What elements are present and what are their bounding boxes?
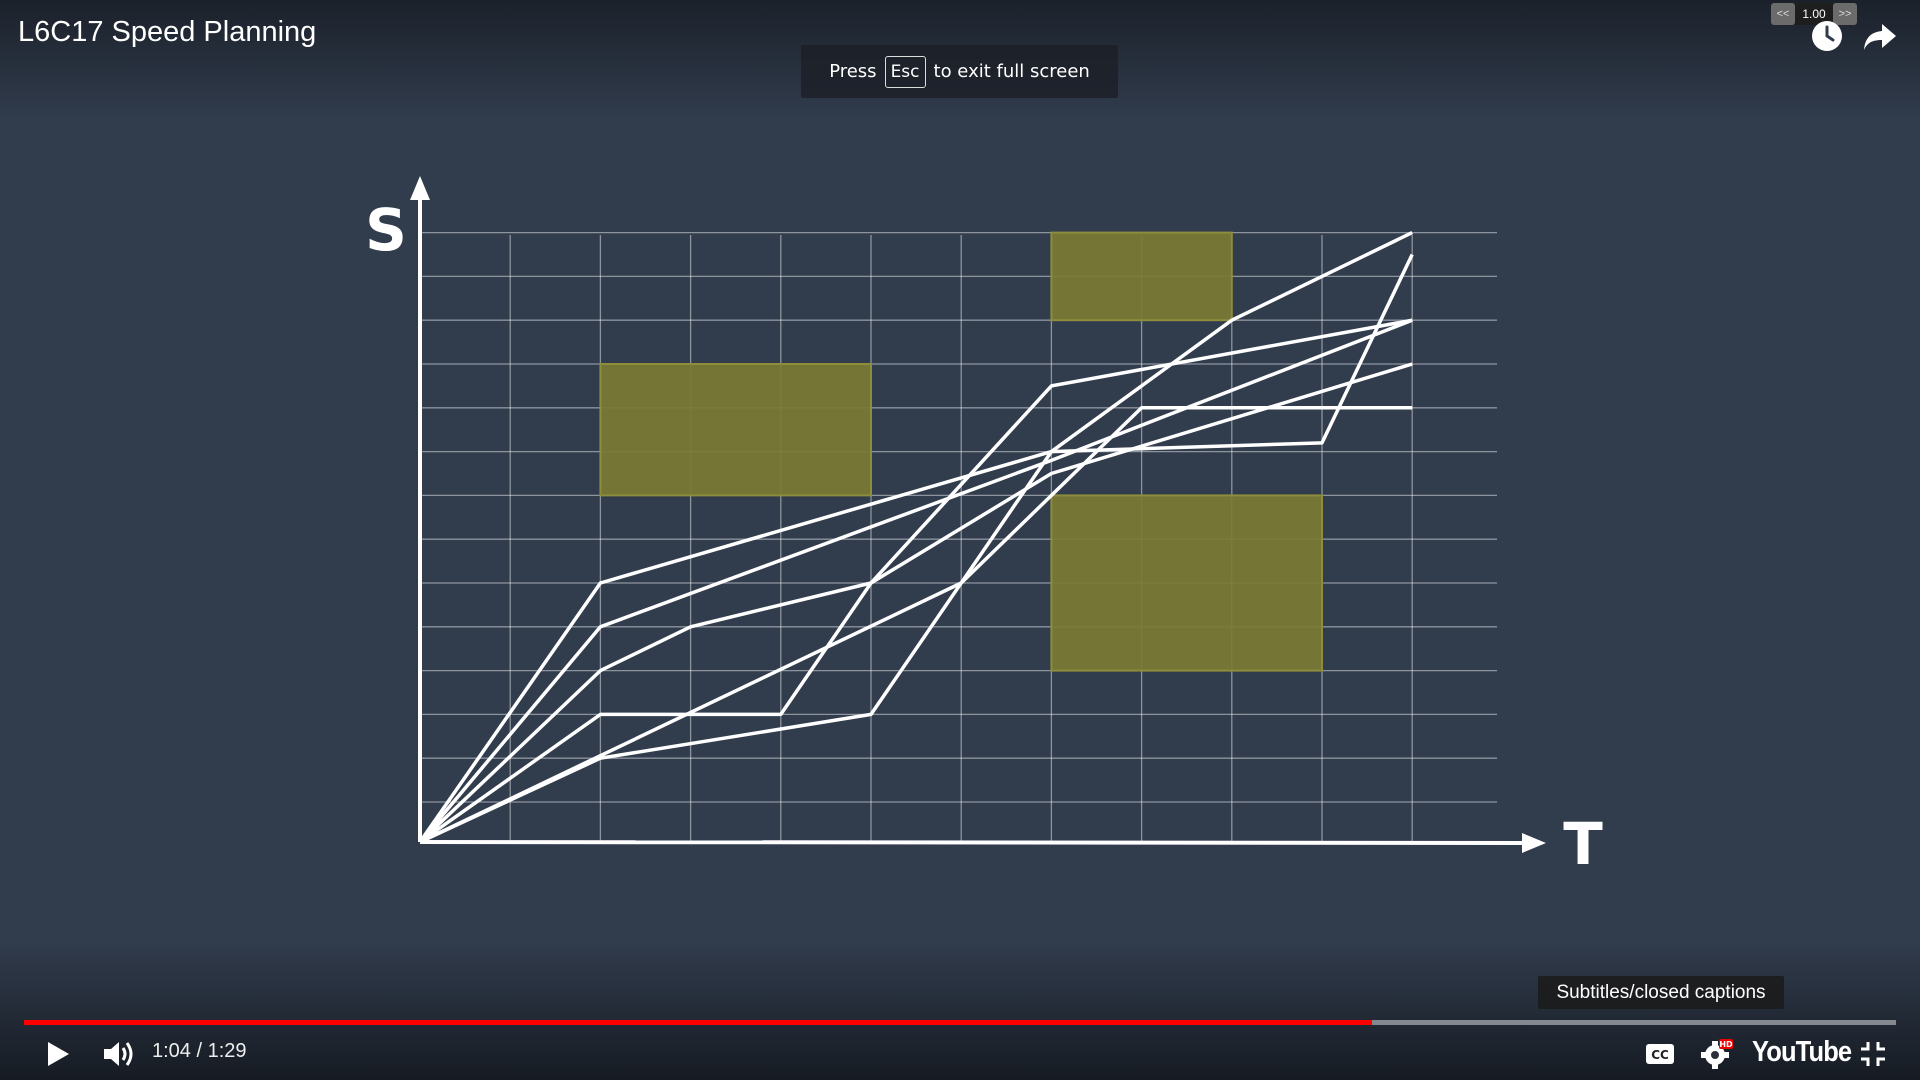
captions-tooltip: Subtitles/closed captions (1538, 976, 1784, 1009)
notice-prefix: Press (829, 61, 877, 82)
time-display: 1:04 / 1:29 (152, 1040, 247, 1062)
obstacle-region (1050, 494, 1324, 672)
youtube-logo[interactable]: YouTube (1752, 1036, 1852, 1068)
bottom-gradient (0, 940, 1920, 1080)
svg-text:CC: CC (1651, 1048, 1669, 1062)
share-icon[interactable] (1862, 18, 1898, 54)
play-button[interactable] (40, 1036, 76, 1072)
video-title[interactable]: L6C17 Speed Planning (18, 16, 317, 48)
obstacle-region (1050, 231, 1233, 322)
volume-button[interactable] (100, 1036, 138, 1072)
candidate-path (418, 362, 1413, 844)
candidate-path (419, 406, 1413, 844)
fullscreen-notice: Press Esc to exit full screen (801, 45, 1118, 98)
captions-button[interactable]: CC (1644, 1040, 1676, 1068)
notice-suffix: to exit full screen (933, 61, 1090, 82)
candidate-path (418, 231, 1413, 844)
x-axis-label: T (1563, 810, 1603, 878)
settings-icon: HD (1701, 1039, 1733, 1069)
candidate-path (418, 318, 1413, 844)
play-icon (48, 1042, 69, 1066)
settings-button[interactable]: HD (1698, 1036, 1736, 1070)
progress-bar[interactable] (24, 1020, 1896, 1025)
volume-icon (104, 1042, 133, 1066)
y-axis-arrow (410, 176, 430, 200)
axes: S T (365, 176, 1603, 878)
x-axis (419, 840, 1529, 845)
speed-controller: << 1.00 >> (1771, 2, 1859, 26)
cc-icon: CC (1646, 1044, 1674, 1064)
hd-badge: HD (1719, 1040, 1733, 1049)
speed-decrease-button[interactable]: << (1771, 3, 1795, 25)
speed-increase-button[interactable]: >> (1833, 3, 1857, 25)
progress-played (24, 1020, 1372, 1025)
candidate-paths (418, 231, 1414, 844)
exit-fullscreen-button[interactable] (1856, 1038, 1890, 1070)
watch-later-icon[interactable] (1809, 18, 1845, 54)
speed-value: 1.00 (1795, 3, 1833, 25)
x-axis-arrow (1522, 833, 1546, 853)
grid (420, 231, 1497, 842)
exit-fullscreen-icon (1861, 1042, 1885, 1066)
esc-key: Esc (884, 55, 926, 88)
obstacle-region (599, 363, 873, 497)
y-axis-label: S (365, 196, 407, 264)
obstacles (599, 231, 1324, 672)
